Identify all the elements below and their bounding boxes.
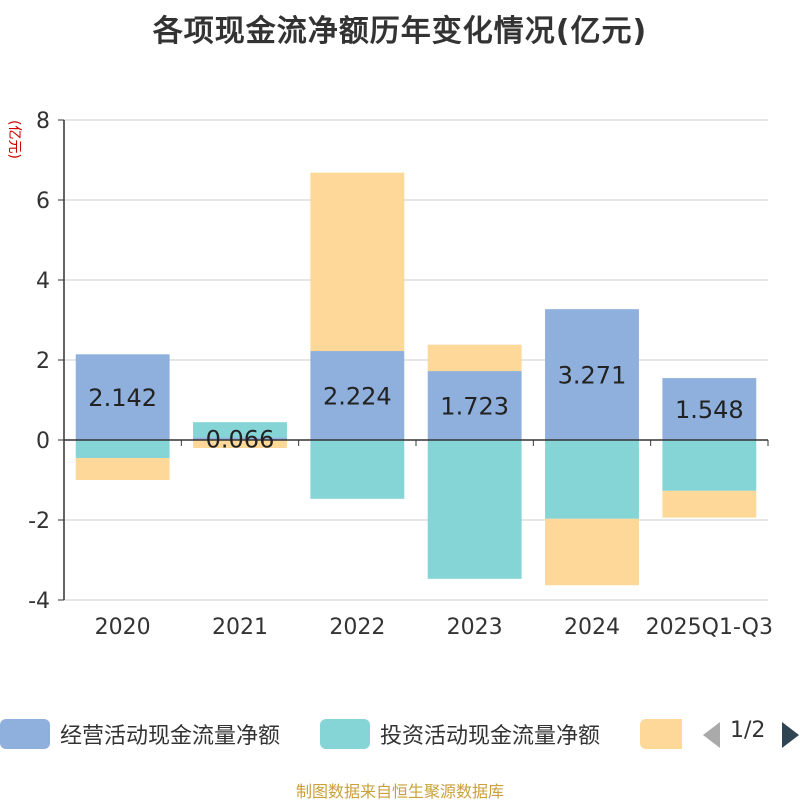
bar-operating-4 [545,309,639,440]
bar-investing-1 [193,422,287,438]
bar-operating-3 [427,371,522,440]
y-tick-label: 6 [36,189,50,214]
y-tick-label: 2 [36,349,50,374]
y-tick-label: 8 [36,109,50,134]
bar-financing-0 [75,458,170,480]
x-tick-label-1: 2021 [212,615,268,640]
legend-item-financing[interactable] [640,718,682,750]
bar-financing-3 [427,344,522,372]
chart-plot-area: -4 -2 0 2 4 6 8 (亿元) 2020 2021 2022 2023 2024 2025Q1-… [6,109,773,640]
x-tick-label-2: 2022 [329,615,385,640]
y-tick-label: 0 [36,429,50,454]
bar-investing-0 [75,440,170,458]
data-label-operating-4: 3.271 [558,362,627,390]
bar-investing-3 [427,440,522,579]
bar-operating-2 [310,351,405,440]
bar-financing-5 [662,490,757,518]
data-label-operating-5: 1.548 [675,396,744,424]
legend-swatch-investing [320,719,370,749]
data-label-operating-3: 1.723 [440,393,509,421]
chart-title: 各项现金流净额历年变化情况(亿元) [152,14,648,49]
data-label-operating-0: 2.142 [88,384,157,412]
legend-label-investing: 投资活动现金流量净额 [380,724,601,749]
y-tick-label: 4 [36,269,50,294]
legend-item-investing[interactable]: 投资活动现金流量净额 [320,718,600,750]
y-axis-unit-label: (亿元) [6,120,22,159]
bar-operating-0 [75,354,170,440]
bar-investing-4 [545,440,639,519]
y-tick-label: -2 [28,509,50,534]
x-tick-label-0: 2020 [95,615,151,640]
source-note: 制图数据来自恒生聚源数据库 [295,782,504,801]
bar-financing-4 [545,518,639,586]
legend-swatch-operating [0,719,50,749]
triangle-right-icon[interactable] [778,720,800,750]
x-tick-label-4: 2024 [564,615,620,640]
legend-swatch-financing [640,719,682,749]
x-tick-label-5: 2025Q1-Q3 [646,615,773,640]
x-tick-label-3: 2023 [447,615,503,640]
legend-label-operating: 经营活动现金流量净额 [60,724,281,749]
data-label-operating-2: 2.224 [323,383,392,411]
data-label-operating-1: 0.066 [206,426,275,454]
triangle-left-icon[interactable] [700,720,724,750]
legend-item-operating[interactable]: 经营活动现金流量净额 [0,718,280,750]
bar-investing-5 [662,440,757,491]
bar-investing-2 [310,440,405,499]
y-tick-label: -4 [28,589,50,614]
bar-financing-1 [193,440,287,448]
bar-financing-2 [310,172,405,352]
legend-pager-text: 1/2 [730,718,766,743]
bar-operating-1 [193,437,287,440]
bar-operating-5 [662,378,757,440]
